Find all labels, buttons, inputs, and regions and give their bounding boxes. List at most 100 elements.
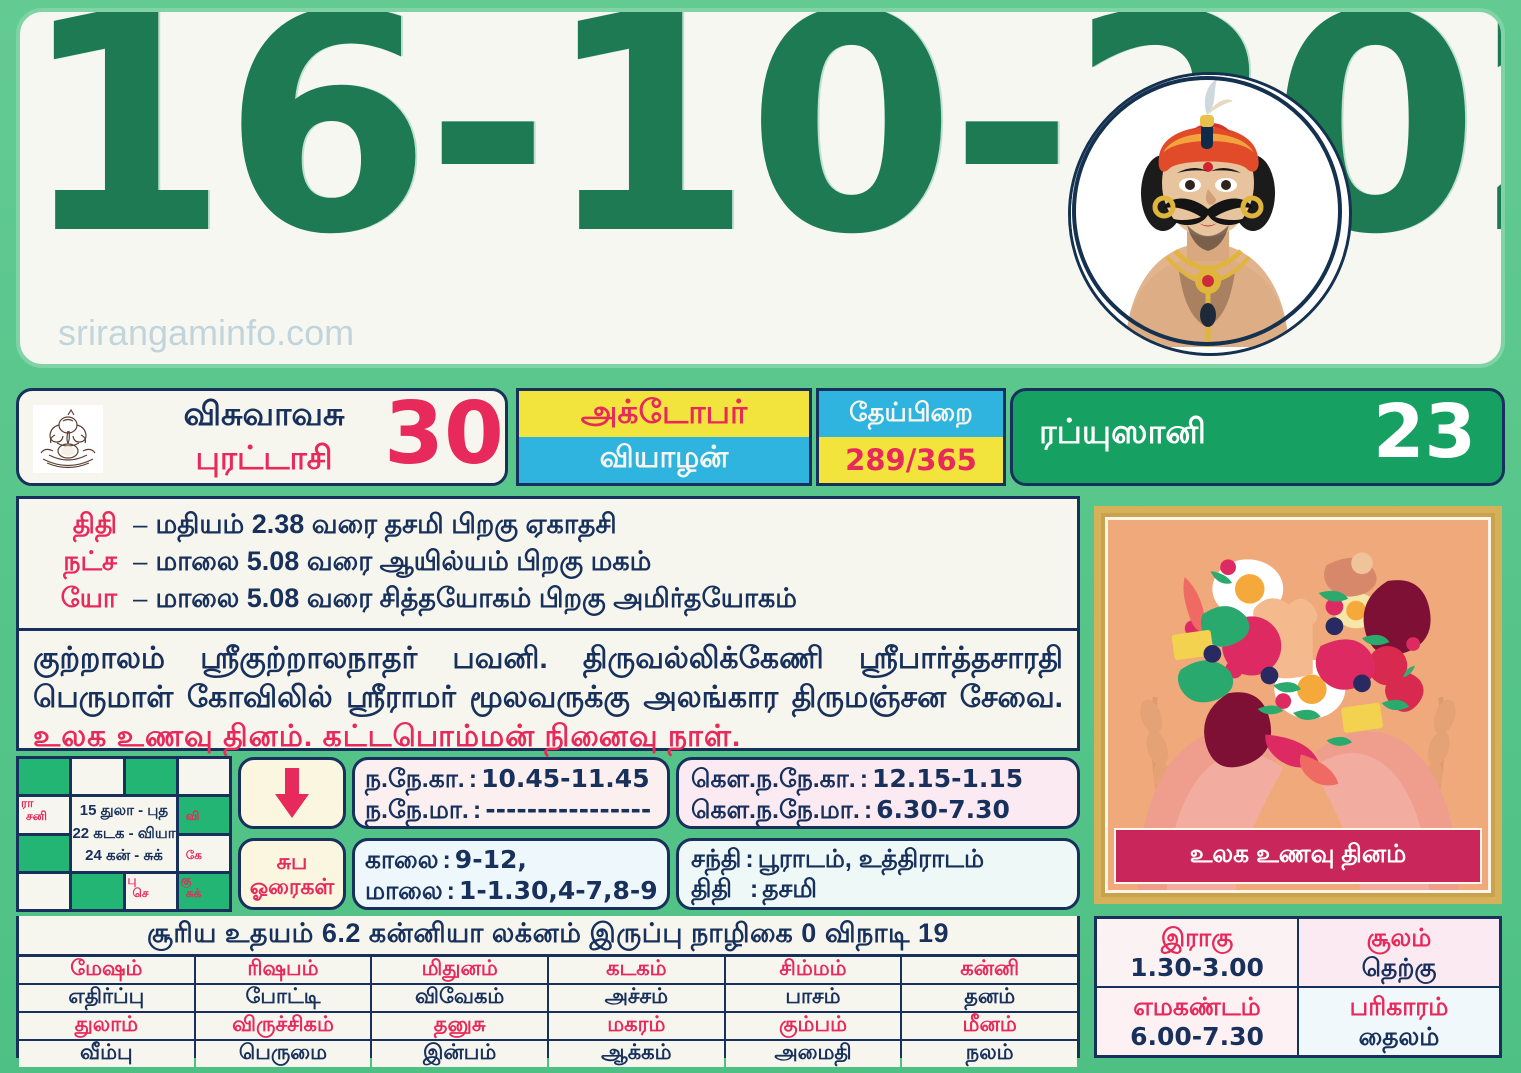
- gowri-evening-label: கௌ.ந.நே.மா.: [691, 795, 860, 824]
- ganesha-icon: [33, 405, 103, 473]
- tamil-year: விசுவாவசு: [183, 395, 345, 432]
- rasi-planet: ரா: [21, 797, 34, 811]
- subha-line1: சுப: [276, 848, 308, 874]
- date-banner: 16-10-2025 srirangaminfo.com: [16, 8, 1505, 368]
- emakandam-label: எமகண்டம்: [1133, 992, 1261, 1021]
- rasi-planet: செ: [132, 885, 149, 900]
- rasi-cell: [19, 873, 70, 909]
- sandhi-value: பூராடம், உத்திராடம்: [757, 845, 985, 873]
- event-highlight-text: உலக உணவு தினம். கட்டபொம்மன் நினைவு நாள்.: [33, 720, 742, 753]
- hijri-cell: ரப்யுஸானி 23: [1010, 388, 1505, 486]
- down-arrow-icon: [275, 768, 309, 818]
- colon: :: [863, 795, 873, 824]
- rasi-cell-guru-sukran: கு சுக்: [178, 873, 229, 909]
- zodiac-head: கடகம்: [549, 957, 724, 983]
- zodiac-value: இன்பம்: [372, 1041, 547, 1067]
- nalla-neram-morning: ந.நே.கா. : 10.45-11.45: [365, 764, 667, 795]
- natchathiram-label: நட்ச: [63, 546, 117, 576]
- tamil-year-cell: விசுவாவசு புரட்டாசி 30: [16, 384, 508, 486]
- zodiac-head: சிம்மம்: [725, 957, 901, 983]
- nn-evening-value: ----------------: [485, 794, 652, 824]
- thithi-row: திதி : தசமி: [691, 875, 1077, 905]
- rasi-cell: [19, 835, 70, 871]
- portrait-illustration: [1071, 75, 1343, 347]
- rasi-cell: [125, 759, 176, 795]
- paksha-cell: தேய்பிறை 289/365: [816, 388, 1006, 486]
- rasi-chart: ரா சனி 15 துலா - புத 22 கடக - வியா 24 கன…: [16, 756, 232, 912]
- kalam-evening-label: மாலை: [365, 876, 443, 905]
- zodiac-head: மகரம்: [549, 1013, 724, 1039]
- world-food-day-illustration: உலக உணவு தினம்: [1105, 517, 1491, 893]
- gowri-morning-value: 12.15-1.15: [872, 764, 1024, 793]
- divider: [19, 628, 1077, 631]
- nn-morning-value: 10.45-11.45: [481, 764, 650, 793]
- rasi-center-note: 15 துலா - புத 22 கடக - வியா 24 கன் - சுக…: [72, 797, 176, 871]
- parikaram-label: பரிகாரம்: [1349, 992, 1449, 1021]
- panchangam-lines: திதி – மதியம் 2.38 வரை தசமி பிறகு ஏகாதசி…: [19, 499, 1077, 624]
- gowri-nalla-neram-box: கௌ.ந.நே.கா. : 12.15-1.15 கௌ.ந.நே.மா. : 6…: [676, 757, 1080, 829]
- watermark: srirangaminfo.com: [58, 312, 355, 353]
- zodiac-value: அமைதி: [725, 1041, 901, 1067]
- yogam-text: மாலை 5.08 வரை சித்தயோகம் பிறகு அமிர்தயோக…: [155, 583, 797, 613]
- panchangam-row: யோ – மாலை 5.08 வரை சித்தயோகம் பிறகு அமிர…: [25, 583, 1071, 618]
- colon: :: [468, 765, 478, 793]
- zodiac-value: ஆக்கம்: [549, 1041, 724, 1067]
- hijri-month: ரப்யுஸானி: [1039, 413, 1206, 451]
- month-strip: விசுவாவசு புரட்டாசி 30 அக்டோபர் வியாழன் …: [16, 384, 1505, 486]
- weekday: வியாழன்: [519, 437, 809, 483]
- colon: :: [472, 795, 482, 824]
- colon: :: [446, 876, 455, 905]
- nalla-neram-evening: ந.நே.மா. : ----------------: [365, 795, 667, 826]
- zodiac-predictions-table: மேஷம் ரிஷபம் மிதுனம் கடகம் சிம்மம் கன்னி…: [16, 954, 1080, 1067]
- day-of-year: 289/365: [819, 437, 1003, 483]
- zodiac-value: விவேகம்: [372, 985, 547, 1011]
- rasi-planet: கே: [185, 847, 202, 862]
- gowri-morning: கௌ.ந.நே.கா. : 12.15-1.15: [691, 764, 1077, 795]
- hijri-day: 23: [1373, 389, 1476, 475]
- rasi-planet: வி: [185, 809, 200, 824]
- panchangam-row: நட்ச – மாலை 5.08 வரை ஆயில்யம் பிறகு மகம்: [25, 546, 1071, 581]
- zodiac-value: பாசம்: [725, 985, 901, 1011]
- panchangam-panel: திதி – மதியம் 2.38 வரை தசமி பிறகு ஏகாதசி…: [16, 496, 1080, 753]
- dash: –: [133, 583, 148, 613]
- picture-caption: உலக உணவு தினம்: [1114, 828, 1482, 884]
- paksha: தேய்பிறை: [819, 391, 1003, 437]
- natchathiram-text: மாலை 5.08 வரை ஆயில்யம் பிறகு மகம்: [155, 546, 652, 576]
- zodiac-value: அச்சம்: [549, 985, 724, 1011]
- zodiac-head: தனுசு: [372, 1013, 547, 1039]
- gowri-evening: கௌ.ந.நே.மா. : 6.30-7.30: [691, 795, 1077, 826]
- soolam-label: சூலம்: [1366, 923, 1432, 952]
- tamil-day-number: 30: [384, 384, 504, 484]
- nn-evening-label: ந.நே.மா.: [365, 795, 469, 824]
- soolam-value: தெற்கு: [1361, 953, 1437, 982]
- rasi-cell: [72, 873, 123, 909]
- english-month: அக்டோபர்: [519, 391, 809, 437]
- nalla-neram-box: ந.நே.கா. : 10.45-11.45 ந.நே.மா. : ------…: [352, 757, 670, 829]
- subha-line2: ஓரைகள்: [249, 874, 335, 899]
- kalam-morning-label: காலை: [365, 846, 439, 874]
- rasi-cell: [72, 759, 123, 795]
- sandhi-label: சந்தி: [691, 845, 742, 873]
- zodiac-head: மேஷம்: [19, 957, 194, 983]
- rasi-center-line: 15 துலா - புத: [79, 802, 169, 820]
- sandhi-thithi-value: தசமி: [762, 874, 817, 903]
- dash: –: [133, 509, 148, 539]
- rahu-label: இராகு: [1160, 923, 1234, 952]
- rasi-cell-ketu: கே: [178, 835, 229, 871]
- zodiac-head: கன்னி: [902, 957, 1077, 983]
- rasi-cell-budhan-sevvai: பு செ: [125, 873, 176, 909]
- nn-morning-label: ந.நே.கா.: [365, 765, 465, 793]
- zodiac-head: விருச்சிகம்: [195, 1013, 371, 1039]
- rahu-soolam-table: இராகு 1.30-3.00 சூலம் தெற்கு எமகண்டம் 6.…: [1094, 916, 1502, 1058]
- kattabomman-portrait: [1068, 72, 1352, 356]
- kalam-evening-value: 1-1.30,4-7,8-9: [458, 875, 658, 905]
- yogam-label: யோ: [60, 583, 117, 613]
- emakandam-cell: எமகண்டம் 6.00-7.30: [1097, 988, 1297, 1055]
- dash: –: [133, 546, 148, 576]
- sandhi-box: சந்தி : பூராடம், உத்திராடம் திதி : தசமி: [676, 838, 1080, 910]
- event-description: குற்றாலம் ஸ்ரீகுற்றாலநாதர் பவனி. திருவல்…: [19, 631, 1077, 756]
- zodiac-head: ரிஷபம்: [195, 957, 371, 983]
- zodiac-value: போட்டி: [195, 985, 371, 1011]
- zodiac-value: பெருமை: [195, 1041, 371, 1067]
